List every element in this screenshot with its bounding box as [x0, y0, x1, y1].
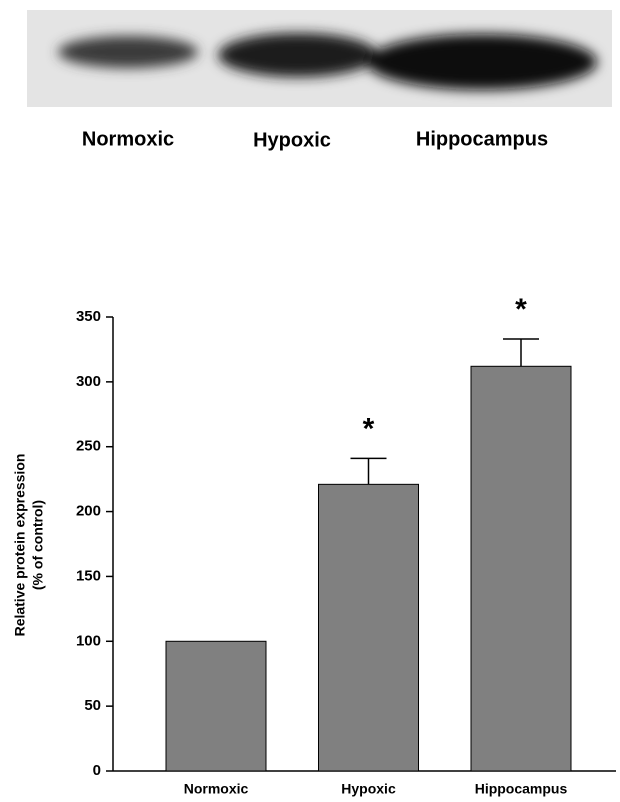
y-axis-label: (% of control) — [30, 500, 46, 590]
x-tick-label: Normoxic — [184, 781, 249, 797]
bar — [471, 366, 571, 771]
band — [218, 33, 378, 77]
x-tick-label: Hypoxic — [341, 781, 396, 797]
band — [367, 34, 597, 90]
y-tick-label: 100 — [76, 632, 101, 649]
lane-label: Hypoxic — [253, 129, 331, 151]
x-tick-label: Hippocampus — [475, 781, 568, 797]
y-tick-label: 50 — [84, 697, 101, 714]
significance-mark: * — [515, 293, 527, 326]
lane-label: Hippocampus — [416, 128, 548, 150]
y-tick-label: 150 — [76, 567, 101, 584]
significance-mark: * — [363, 412, 375, 445]
lane-label: Normoxic — [82, 128, 174, 150]
y-tick-label: 0 — [93, 762, 101, 779]
y-tick-label: 200 — [76, 503, 101, 520]
y-axis-label: Relative protein expression — [12, 454, 28, 637]
y-tick-label: 250 — [76, 438, 101, 455]
bar — [166, 641, 266, 771]
band — [58, 36, 198, 68]
figure: Normoxic Hypoxic Hippocampus Relative pr… — [0, 0, 620, 802]
y-tick-label: 350 — [76, 308, 101, 325]
bar — [319, 484, 419, 771]
y-tick-label: 300 — [76, 373, 101, 390]
